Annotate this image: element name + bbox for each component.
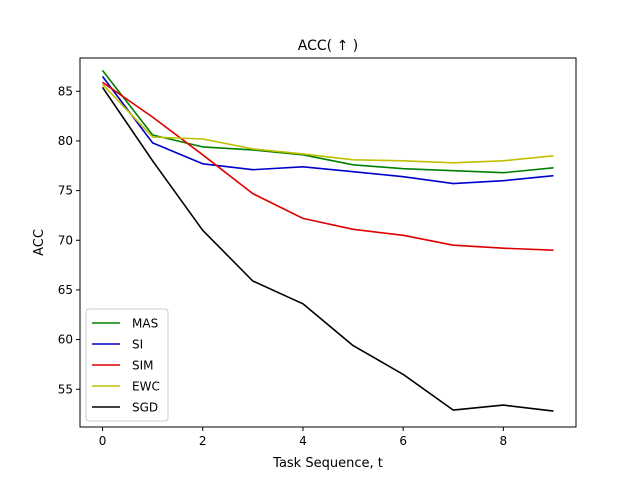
legend-box	[85, 308, 169, 422]
legend: MAS SI SIM EWC SGD	[85, 308, 169, 422]
x-tick-label: 2	[199, 434, 207, 448]
x-tick-label: 8	[500, 434, 508, 448]
series-line-si	[101, 75, 554, 185]
legend-label-mas: MAS	[132, 317, 158, 331]
x-axis: 0 2 4 6 8	[99, 427, 507, 448]
y-tick-label: 60	[58, 333, 73, 347]
series-line-ewc	[101, 83, 554, 164]
y-tick-label: 55	[58, 382, 73, 396]
series-layer	[101, 69, 554, 412]
legend-entries: MAS SI SIM EWC SGD	[92, 317, 160, 415]
plot-frame	[79, 57, 577, 428]
y-tick-label: 80	[58, 134, 73, 148]
legend-label-ewc: EWC	[132, 380, 160, 394]
y-tick-label: 65	[58, 283, 73, 297]
series-line-mas	[101, 69, 554, 174]
series-line-sgd	[101, 86, 554, 412]
series-line-sim	[102, 81, 554, 251]
legend-label-si: SI	[132, 338, 143, 352]
y-tick-label: 85	[58, 84, 73, 98]
y-tick-label: 75	[58, 184, 73, 198]
x-tick-label: 4	[299, 434, 307, 448]
legend-label-sim: SIM	[132, 359, 154, 373]
y-tick-label: 70	[58, 233, 73, 247]
x-axis-label: Task Sequence, t	[272, 456, 383, 471]
y-axis: 55 60 65 70 75 80 85	[58, 84, 80, 396]
x-tick-label: 0	[99, 434, 107, 448]
chart-title: ACC( ↑ )	[298, 38, 358, 54]
x-tick-label: 6	[399, 434, 407, 448]
y-axis-label: ACC	[32, 229, 47, 256]
legend-label-sgd: SGD	[132, 401, 158, 415]
